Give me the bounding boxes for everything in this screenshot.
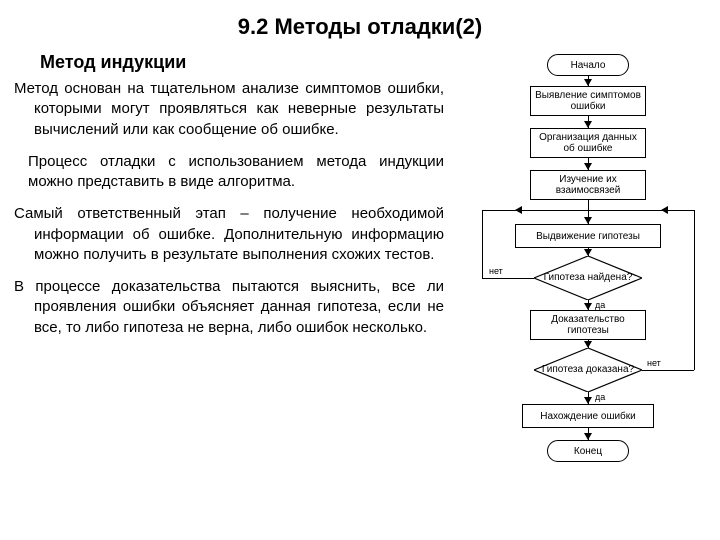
section-subtitle: Метод индукции <box>40 52 444 73</box>
flow-arrow <box>584 303 592 310</box>
paragraph-3: Самый ответственный этап – получение нео… <box>14 204 444 265</box>
paragraph-2: Процесс отладки с использованием метода … <box>14 152 444 193</box>
flow-edge-label: нет <box>488 266 504 276</box>
flow-decision-d1: Гипотеза найдена? <box>534 256 642 300</box>
flow-connector <box>482 278 534 279</box>
flow-edge-label: да <box>594 300 606 310</box>
paragraph-4: В процессе доказательства пытаются выясн… <box>14 277 444 338</box>
flow-process-n5: Доказательство гипотезы <box>530 310 646 340</box>
flow-arrow <box>661 206 668 214</box>
flow-process-n4: Выдвижение гипотезы <box>515 224 661 248</box>
flow-arrow <box>515 206 522 214</box>
flow-terminator-start: Начало <box>547 54 629 76</box>
flow-arrow <box>584 433 592 440</box>
flow-connector <box>515 210 661 211</box>
flow-process-n1: Выявление симптомов ошибки <box>530 86 646 116</box>
flow-process-n2: Организация данных об ошибке <box>530 128 646 158</box>
flow-connector <box>642 370 694 371</box>
flow-decision-d2: Гипотеза доказана? <box>534 348 642 392</box>
flowchart: нет да нет да Начало Выявление симптомов ошиб… <box>450 48 706 538</box>
text-column: Метод индукции Метод основан на тщательн… <box>14 48 450 538</box>
flow-arrow <box>584 249 592 256</box>
flow-arrow <box>584 79 592 86</box>
paragraph-1: Метод основан на тщательном анализе симп… <box>14 79 444 140</box>
flow-process-n3: Изучение их взаимосвязей <box>530 170 646 200</box>
flow-arrow <box>584 397 592 404</box>
page-title: 9.2 Методы отладки(2) <box>14 14 706 40</box>
flow-connector <box>694 210 695 370</box>
flow-connector <box>482 210 515 211</box>
flow-terminator-end: Конец <box>547 440 629 462</box>
flow-arrow <box>584 217 592 224</box>
flow-edge-label: нет <box>646 358 662 368</box>
flow-arrow <box>584 121 592 128</box>
flow-edge-label: да <box>594 392 606 402</box>
flow-arrow <box>584 341 592 348</box>
flow-connector <box>482 210 483 278</box>
flow-process-n6: Нахождение ошибки <box>522 404 654 428</box>
flow-arrow <box>584 163 592 170</box>
